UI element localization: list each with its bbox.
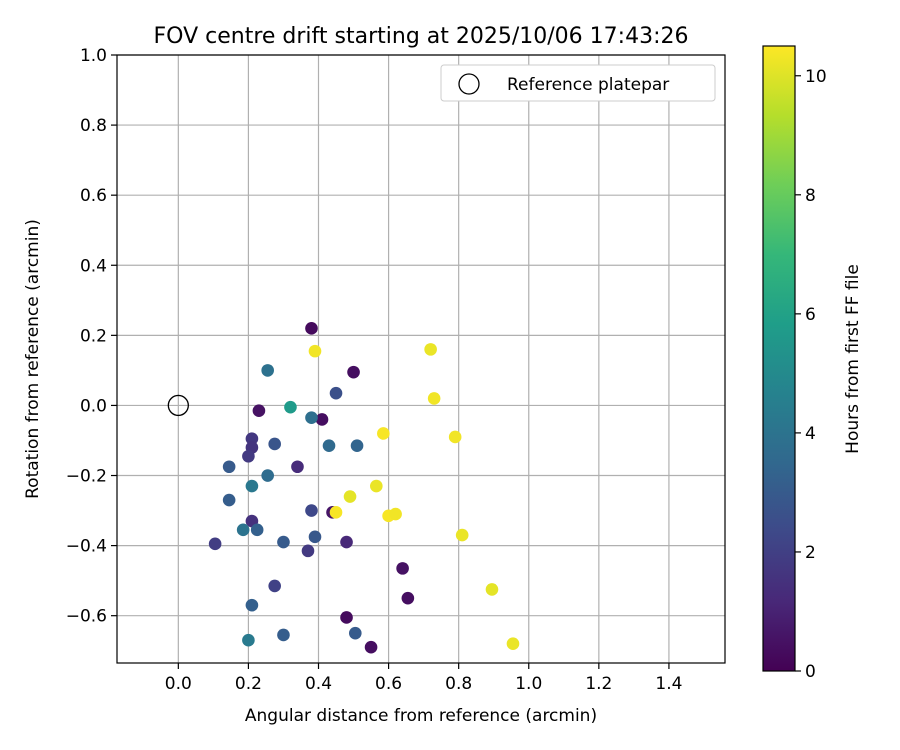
scatter-point [377, 427, 390, 440]
scatter-point [424, 343, 437, 356]
scatter-point [222, 493, 236, 507]
scatter-point [329, 386, 343, 400]
colorbar-label: Hours from first FF file [843, 264, 863, 454]
scatter-point [268, 579, 281, 593]
scatter-point [277, 628, 290, 642]
scatter-point [348, 626, 362, 640]
scatter-point [252, 404, 266, 417]
y-tick-label: 0.8 [80, 116, 107, 136]
scatter-point [347, 365, 360, 379]
x-axis-label: Angular distance from reference (arcmin) [245, 706, 597, 726]
y-tick-label: 0.0 [80, 396, 107, 416]
x-tick-label: 0.8 [445, 674, 472, 694]
scatter-point [261, 469, 274, 482]
colorbar: 0 2 4 6 8 10 Hours from first FF file [762, 45, 863, 682]
plot-background [117, 55, 725, 663]
scatter-point [485, 583, 499, 596]
scatter-point [506, 637, 520, 651]
scatter-point [396, 562, 409, 575]
x-tick-label: 0.6 [375, 674, 402, 694]
scatter-point [315, 413, 329, 426]
scatter-point [305, 411, 318, 424]
scatter-point [343, 490, 357, 503]
scatter-point [245, 598, 259, 612]
scatter-point [340, 611, 353, 624]
y-axis-ticks: −0.6 −0.4 −0.2 0.0 0.2 0.4 0.6 0.8 1.0 [66, 46, 117, 627]
legend-reference-marker [458, 73, 480, 95]
scatter-point [427, 392, 441, 405]
scatter-point [350, 439, 364, 453]
reference-platepar-marker [167, 394, 189, 417]
scatter-point [268, 437, 281, 451]
x-tick-label: 0.0 [165, 674, 192, 694]
data-points [208, 322, 520, 654]
scatter-point [242, 633, 255, 647]
chart-title: FOV centre drift starting at 2025/10/06 … [154, 24, 689, 49]
colorbar-tick-label: 6 [805, 305, 816, 325]
scatter-point [250, 523, 264, 537]
scatter-point [242, 449, 255, 463]
plot-area: 0.0 0.2 0.4 0.6 0.8 1.0 1.2 1.4 −0.6 −0.4 −0.2 0.0… [66, 46, 726, 694]
scatter-point [208, 537, 222, 551]
colorbar-fill [763, 46, 795, 671]
y-tick-label: 0.4 [80, 256, 107, 276]
legend-entry-label: Reference platepar [507, 75, 669, 95]
y-tick-label: 1.0 [80, 46, 107, 66]
y-tick-label: −0.4 [66, 537, 107, 557]
colorbar-tick-label: 10 [805, 67, 827, 87]
scatter-point [364, 640, 378, 654]
scatter-point [284, 400, 297, 414]
scatter-point [222, 460, 236, 474]
y-tick-label: −0.6 [66, 607, 107, 627]
scatter-point [448, 430, 462, 444]
scatter-point [455, 528, 469, 542]
scatter-point [305, 322, 318, 335]
scatter-point [401, 591, 415, 605]
scatter-point [308, 530, 322, 544]
scatter-point [308, 344, 322, 358]
scatter-point [277, 535, 290, 549]
plot-frame [116, 54, 726, 664]
scatter-point [389, 507, 402, 521]
y-tick-label: 0.2 [80, 326, 107, 346]
scatter-point [305, 504, 318, 517]
scatter-point [329, 506, 343, 519]
x-tick-label: 1.2 [585, 674, 612, 694]
scatter-point [340, 535, 353, 549]
scatter-point [236, 523, 250, 537]
scatter-point [245, 479, 259, 493]
colorbar-frame [762, 45, 796, 672]
x-tick-label: 1.0 [515, 674, 542, 694]
y-axis-label: Rotation from reference (arcmin) [23, 219, 43, 499]
y-tick-label: −0.2 [66, 467, 107, 487]
scatter-point [301, 544, 315, 558]
reference-marker-layer [167, 394, 189, 417]
colorbar-tick-label: 4 [805, 424, 816, 444]
scatter-point [322, 439, 336, 453]
scatter-point [370, 479, 383, 493]
x-axis-ticks: 0.0 0.2 0.4 0.6 0.8 1.0 1.2 1.4 [165, 663, 682, 694]
y-tick-label: 0.6 [80, 186, 107, 206]
colorbar-tick-label: 2 [805, 543, 816, 563]
scatter-point [245, 432, 259, 446]
colorbar-tick-label: 8 [805, 186, 816, 206]
x-tick-label: 1.4 [655, 674, 682, 694]
scatter-point [261, 364, 274, 377]
x-tick-label: 0.2 [235, 674, 262, 694]
colorbar-tick-label: 0 [805, 662, 816, 682]
x-tick-label: 0.4 [305, 674, 332, 694]
colorbar-ticks: 0 2 4 6 8 10 [795, 67, 827, 682]
legend-box [440, 64, 716, 102]
legend: Reference platepar [440, 64, 716, 102]
scatter-point [291, 460, 304, 474]
